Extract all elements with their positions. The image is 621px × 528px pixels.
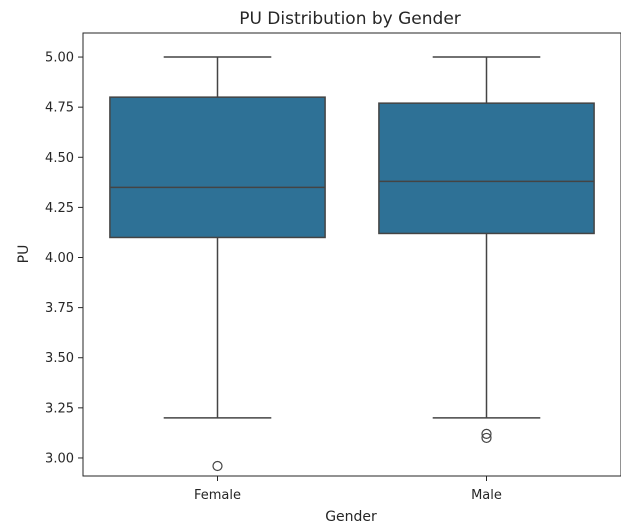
y-tick-label: 5.00 — [45, 51, 74, 66]
outlier-point — [481, 432, 492, 444]
y-tick-label: 3.50 — [45, 351, 74, 366]
plot-area-frame — [82, 32, 621, 477]
iqr-box — [109, 96, 326, 239]
y-axis-label: PU — [16, 245, 32, 264]
x-tick-label: Female — [194, 488, 241, 503]
x-axis-label: Gender — [325, 509, 377, 525]
x-axis: Female Male — [194, 476, 502, 503]
box-female — [109, 56, 326, 472]
y-tick-label: 4.75 — [45, 101, 74, 116]
box-male — [378, 56, 595, 444]
y-tick-label: 4.50 — [45, 151, 74, 166]
y-tick-label: 3.00 — [45, 451, 74, 466]
x-tick-label: Male — [471, 488, 502, 503]
boxes-group — [109, 56, 595, 472]
y-tick-label: 4.25 — [45, 201, 74, 216]
y-tick-label: 3.75 — [45, 301, 74, 316]
iqr-box — [378, 102, 595, 235]
y-tick-label: 4.00 — [45, 251, 74, 266]
y-tick-label: 3.25 — [45, 401, 74, 416]
y-axis: 3.00 3.25 3.50 3.75 4.00 4.25 4.50 4.75 5.00 — [45, 51, 83, 466]
chart-title: PU Distribution by Gender — [239, 9, 461, 29]
outlier-point — [212, 460, 223, 472]
outlier-point — [481, 428, 492, 440]
